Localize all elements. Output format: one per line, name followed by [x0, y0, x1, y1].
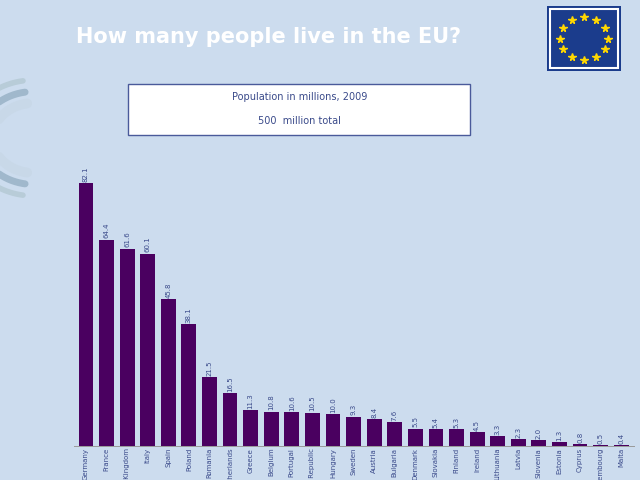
Bar	[470, 432, 484, 446]
Bar	[99, 240, 114, 446]
Bar	[202, 377, 217, 446]
Bar	[120, 249, 134, 446]
Text: 11.3: 11.3	[248, 393, 253, 409]
Bar	[552, 442, 567, 446]
FancyBboxPatch shape	[128, 84, 470, 134]
Text: 38.1: 38.1	[186, 307, 192, 323]
Text: 500  million total: 500 million total	[258, 116, 340, 126]
Bar	[326, 414, 340, 446]
Text: 2.3: 2.3	[515, 427, 522, 438]
Bar	[531, 440, 547, 446]
Text: 8.4: 8.4	[371, 407, 377, 418]
Text: 10.6: 10.6	[289, 396, 295, 411]
Bar	[264, 412, 278, 446]
Bar	[284, 412, 300, 446]
Text: 82.1: 82.1	[83, 166, 89, 182]
Text: How many people live in the EU?: How many people live in the EU?	[76, 27, 461, 47]
Text: 10.8: 10.8	[268, 395, 275, 410]
Text: 10.5: 10.5	[309, 396, 316, 411]
Bar	[305, 413, 320, 446]
Bar	[140, 253, 155, 446]
Bar	[387, 422, 402, 446]
Bar	[511, 439, 525, 446]
Bar	[79, 183, 93, 446]
Text: Population in millions, 2009: Population in millions, 2009	[232, 92, 367, 102]
Bar	[182, 324, 196, 446]
Text: 0.8: 0.8	[577, 432, 583, 443]
Text: 5.4: 5.4	[433, 417, 439, 428]
Text: 0.5: 0.5	[598, 432, 604, 444]
Bar	[614, 445, 628, 446]
Text: 2.0: 2.0	[536, 428, 542, 439]
Bar	[573, 444, 588, 446]
Bar	[367, 420, 381, 446]
Text: 10.0: 10.0	[330, 397, 336, 413]
Bar	[346, 417, 361, 446]
Text: 5.3: 5.3	[454, 417, 460, 428]
Text: 0.4: 0.4	[618, 432, 624, 444]
Text: 60.1: 60.1	[145, 237, 150, 252]
Text: 7.6: 7.6	[392, 409, 398, 421]
Text: 16.5: 16.5	[227, 376, 233, 392]
Text: 5.5: 5.5	[412, 417, 419, 428]
Text: 21.5: 21.5	[207, 360, 212, 376]
Text: 9.3: 9.3	[351, 404, 356, 415]
Text: 45.8: 45.8	[165, 283, 172, 298]
Bar	[429, 429, 444, 446]
Bar	[243, 410, 258, 446]
Text: 1.3: 1.3	[557, 430, 563, 441]
Text: 4.5: 4.5	[474, 420, 480, 431]
FancyBboxPatch shape	[550, 9, 618, 69]
Text: 64.4: 64.4	[104, 223, 109, 239]
Bar	[161, 300, 176, 446]
Bar	[449, 430, 464, 446]
Text: 61.6: 61.6	[124, 232, 130, 248]
Bar	[408, 429, 423, 446]
Bar	[223, 394, 237, 446]
Bar	[490, 436, 505, 446]
Bar	[593, 445, 608, 446]
Text: 3.3: 3.3	[495, 423, 500, 434]
